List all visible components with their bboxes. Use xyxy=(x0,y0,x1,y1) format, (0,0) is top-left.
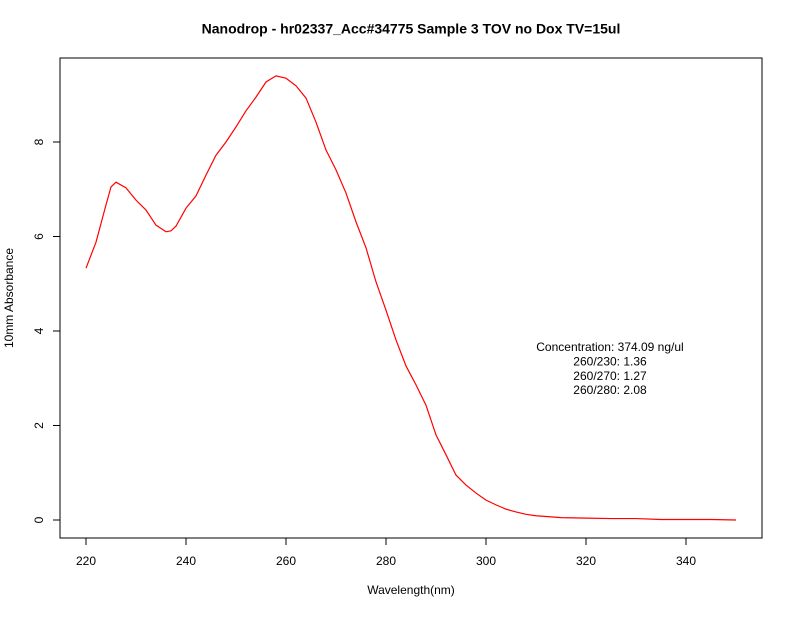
x-tick-label: 260 xyxy=(276,554,296,568)
x-tick-label: 300 xyxy=(476,554,496,568)
y-axis-label: 10mm Absorbance xyxy=(2,248,16,348)
annotation: 260/270: 1.27 xyxy=(573,369,647,383)
y-tick-label: 6 xyxy=(32,233,46,240)
chart-title: Nanodrop - hr02337_Acc#34775 Sample 3 TO… xyxy=(202,21,621,37)
y-tick-label: 0 xyxy=(32,516,46,523)
x-tick-label: 280 xyxy=(376,554,396,568)
x-tick-label: 340 xyxy=(676,554,696,568)
y-tick-label: 4 xyxy=(32,327,46,334)
annotation: 260/230: 1.36 xyxy=(573,354,647,368)
x-tick-label: 220 xyxy=(76,554,96,568)
x-tick-label: 320 xyxy=(576,554,596,568)
data-line xyxy=(85,75,737,521)
x-axis-label: Wavelength(nm) xyxy=(367,583,455,597)
x-tick-label: 240 xyxy=(176,554,196,568)
y-tick-label: 8 xyxy=(32,138,46,145)
annotation: 260/280: 2.08 xyxy=(573,383,647,397)
plot-frame xyxy=(59,57,763,539)
annotation: Concentration: 374.09 ng/ul xyxy=(536,340,683,354)
y-tick-label: 2 xyxy=(32,422,46,429)
